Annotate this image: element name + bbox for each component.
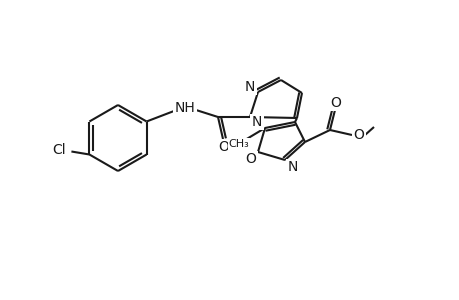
Text: O: O: [218, 140, 229, 154]
Text: N: N: [251, 115, 262, 129]
Text: O: O: [330, 96, 341, 110]
Text: N: N: [244, 80, 255, 94]
Text: NH: NH: [174, 101, 195, 115]
Text: Cl: Cl: [52, 142, 66, 157]
Text: O: O: [245, 152, 256, 166]
Text: N: N: [287, 160, 297, 174]
Text: CH₃: CH₃: [228, 139, 249, 149]
Text: O: O: [353, 128, 364, 142]
